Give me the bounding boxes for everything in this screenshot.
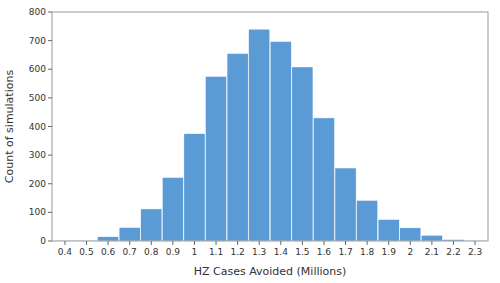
x-tick [453, 241, 454, 245]
x-tick-label: 0.5 [79, 247, 93, 257]
bar [270, 41, 291, 241]
x-tick [345, 241, 346, 245]
y-axis-label: Count of simulations [3, 70, 16, 184]
x-tick [367, 241, 368, 245]
x-tick-label: 1.8 [360, 247, 375, 257]
x-tick [151, 241, 152, 245]
x-tick-label: 1.4 [274, 247, 289, 257]
x-tick [323, 241, 324, 245]
x-tick-label: 0.7 [123, 247, 137, 257]
bar [421, 235, 442, 241]
bar [313, 118, 334, 241]
x-tick-label: 0.9 [166, 247, 181, 257]
x-tick-label: 1.1 [209, 247, 223, 257]
x-tick [86, 241, 87, 245]
y-tick-label: 200 [29, 179, 46, 189]
bar [249, 29, 270, 241]
x-tick [410, 241, 411, 245]
x-tick-label: 0.6 [101, 247, 116, 257]
x-tick [172, 241, 173, 245]
x-tick [388, 241, 389, 245]
bar [98, 237, 119, 241]
x-tick-label: 1.5 [295, 247, 309, 257]
x-tick-label: 2.1 [425, 247, 439, 257]
y-tick [48, 126, 52, 127]
x-tick-label: 1.3 [252, 247, 266, 257]
bar [357, 200, 378, 241]
x-tick [194, 241, 195, 245]
y-tick [48, 12, 52, 13]
chart-container: 0.4 0.5 0.6 0.7 0.8 0.9 1 1.1 1.2 1.3 1.4 1.5 1.6 1.7… [0, 0, 500, 283]
x-tick [431, 241, 432, 245]
x-tick [302, 241, 303, 245]
bar [205, 76, 226, 241]
bar [292, 67, 313, 241]
x-tick [64, 241, 65, 245]
x-tick [280, 241, 281, 245]
y-tick [48, 155, 52, 156]
y-tick-label: 100 [29, 207, 46, 217]
x-tick-label: 1.2 [230, 247, 244, 257]
bar [119, 228, 140, 241]
y-tick [48, 40, 52, 41]
bar [400, 228, 421, 241]
x-tick-label: 2.2 [446, 247, 460, 257]
x-tick-label: 1.7 [338, 247, 352, 257]
y-tick-label: 0 [40, 236, 46, 246]
bar [227, 54, 248, 241]
x-tick [237, 241, 238, 245]
x-tick [475, 241, 476, 245]
bar [162, 177, 183, 241]
y-tick-label: 300 [29, 150, 46, 160]
x-tick-label: 2.3 [468, 247, 482, 257]
x-tick-label: 1 [192, 247, 198, 257]
bar [335, 168, 356, 241]
y-tick-label: 500 [29, 93, 46, 103]
x-tick-label: 1.6 [317, 247, 332, 257]
bar [378, 220, 399, 241]
y-tick [48, 183, 52, 184]
y-tick [48, 97, 52, 98]
bar [184, 134, 205, 241]
y-tick-label: 400 [29, 122, 46, 132]
y-tick [48, 69, 52, 70]
bar [141, 209, 162, 241]
y-tick [48, 241, 52, 242]
x-tick-label: 0.8 [144, 247, 159, 257]
x-tick-label: 1.9 [382, 247, 397, 257]
x-axis-label: HZ Cases Avoided (Millions) [194, 265, 347, 278]
y-tick-label: 700 [29, 36, 46, 46]
x-tick-label: 2 [407, 247, 413, 257]
chart-svg: 0.4 0.5 0.6 0.7 0.8 0.9 1 1.1 1.2 1.3 1.4 1.5 1.6 1.7… [0, 0, 500, 283]
y-tick-label: 600 [29, 64, 46, 74]
x-tick [216, 241, 217, 245]
plot-frame [52, 12, 488, 241]
x-tick [108, 241, 109, 245]
y-tick-label: 800 [29, 7, 46, 17]
x-tick-label: 0.4 [58, 247, 73, 257]
y-tick [48, 212, 52, 213]
bars [54, 29, 485, 241]
x-tick [259, 241, 260, 245]
x-tick [129, 241, 130, 245]
